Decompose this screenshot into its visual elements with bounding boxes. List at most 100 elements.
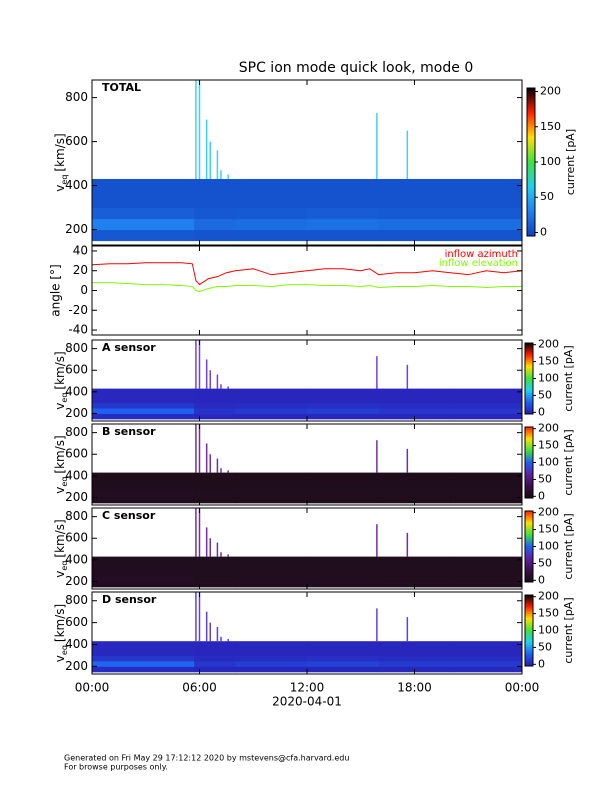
spectrogram-cell [92, 655, 195, 662]
colorbar-label: current [pA] [562, 513, 575, 579]
spectrogram-cell [92, 492, 195, 498]
spectrogram-cell [307, 660, 380, 667]
legend-entry: inflow azimuth [445, 249, 518, 260]
spectrogram-cell [378, 408, 451, 414]
x-tick-label: 00:00 [75, 681, 110, 695]
spectrogram-cell [194, 179, 236, 209]
spectrogram-cell [450, 666, 522, 673]
spike [220, 170, 222, 179]
colorbar-tick-label: 150 [538, 607, 559, 620]
spectrogram-cell [307, 388, 380, 404]
colorbar-tick-label: 200 [538, 422, 559, 435]
spike [198, 508, 201, 557]
colorbar-label: current [pA] [562, 345, 575, 411]
y-tick-label: 800 [65, 341, 88, 355]
spectrogram-cell [378, 641, 451, 656]
spectrogram-cell [194, 581, 236, 588]
spectrogram-cell [378, 207, 451, 220]
colorbar-tick-label: 100 [540, 155, 561, 168]
series-line [92, 262, 522, 286]
spectrogram-cell [194, 229, 236, 242]
y-tick-label: 400 [65, 178, 88, 192]
spike [376, 356, 378, 389]
spike [209, 141, 211, 179]
colorbar [524, 342, 534, 415]
spectrogram-cell [450, 207, 522, 220]
plot-area [92, 80, 522, 242]
spectrogram-cell [378, 486, 451, 493]
x-tick-label: 00:00 [505, 681, 540, 695]
colorbar-tick-label: 0 [538, 657, 545, 670]
spectrogram-cell [378, 179, 451, 209]
colorbar-tick-label: 0 [538, 405, 545, 418]
spectrogram-cell [450, 408, 522, 414]
spectrogram-cell [307, 229, 380, 242]
spectrogram-cell [307, 486, 380, 493]
spectrogram-cell [378, 570, 451, 577]
spectrogram-cell [307, 492, 380, 498]
spectrogram-cell [92, 570, 195, 577]
spectrogram-cell [194, 655, 236, 662]
spectrogram-cell [307, 497, 380, 504]
spike [216, 626, 219, 642]
footer-line: Generated on Fri May 29 17:12:12 2020 by… [64, 754, 349, 763]
spike [198, 340, 201, 389]
y-axis-label: angle [°] [49, 264, 63, 316]
panel-label: TOTAL [102, 81, 141, 94]
spike [216, 150, 219, 179]
spectrogram-cell [194, 402, 236, 409]
spectrogram-cell [194, 641, 236, 656]
spike [195, 508, 197, 557]
colorbar-tick-label: 150 [538, 355, 559, 368]
colorbar-tick-label: 100 [538, 456, 559, 469]
spike [198, 592, 201, 642]
spike [209, 370, 211, 389]
spectrogram-cell [92, 666, 195, 673]
spectrogram-cell [235, 492, 308, 498]
spectrogram-cell [235, 207, 308, 220]
y-tick-label: 600 [65, 447, 88, 461]
spectrogram-cell [378, 556, 451, 572]
spectrogram-cell [450, 576, 522, 582]
panel-label: B sensor [102, 425, 156, 438]
spectrogram-cell [235, 655, 308, 662]
spectrogram-cell [378, 655, 451, 662]
spectrogram-cell [235, 218, 308, 231]
spike [376, 608, 378, 642]
spectrogram-cell [194, 388, 236, 404]
y-tick-label: -40 [68, 323, 88, 337]
spectrogram-cell [307, 641, 380, 656]
x-tick-label: 18:00 [397, 681, 432, 695]
spectrogram-cell [235, 229, 308, 242]
colorbar-tick-label: 100 [538, 624, 559, 637]
spectrogram-cell [92, 179, 195, 209]
spike [205, 611, 208, 642]
spectrogram-cell [307, 207, 380, 220]
spectrogram-cell [194, 576, 236, 582]
spectrogram-cell [194, 218, 236, 231]
spike [376, 524, 378, 557]
spectrogram-cell [194, 408, 236, 414]
spike [195, 80, 197, 179]
y-tick-label: 800 [65, 425, 88, 439]
y-tick-label: 800 [65, 509, 88, 523]
spectrogram-cell [92, 581, 195, 588]
spectrogram-cell [450, 581, 522, 588]
spectrogram-cell [450, 472, 522, 488]
spectrogram-cell [307, 556, 380, 572]
spectrogram-cell [92, 402, 195, 409]
y-tick-label: 400 [65, 384, 88, 398]
spike [205, 443, 208, 473]
spectrogram-cell [378, 402, 451, 409]
y-tick-label: 200 [65, 574, 88, 588]
y-label-sub: eq [60, 175, 69, 185]
spectrogram-cell [450, 641, 522, 656]
spectrogram-cell [92, 472, 195, 488]
colorbar-label: current [pA] [564, 129, 577, 195]
spectrogram-cell [450, 492, 522, 498]
spectrogram-cell [194, 660, 236, 667]
spectrogram-cell [450, 655, 522, 662]
plot-area [92, 340, 522, 420]
y-axis-label: veq [km/s] [53, 351, 69, 409]
y-label-sub: eq [60, 477, 69, 487]
